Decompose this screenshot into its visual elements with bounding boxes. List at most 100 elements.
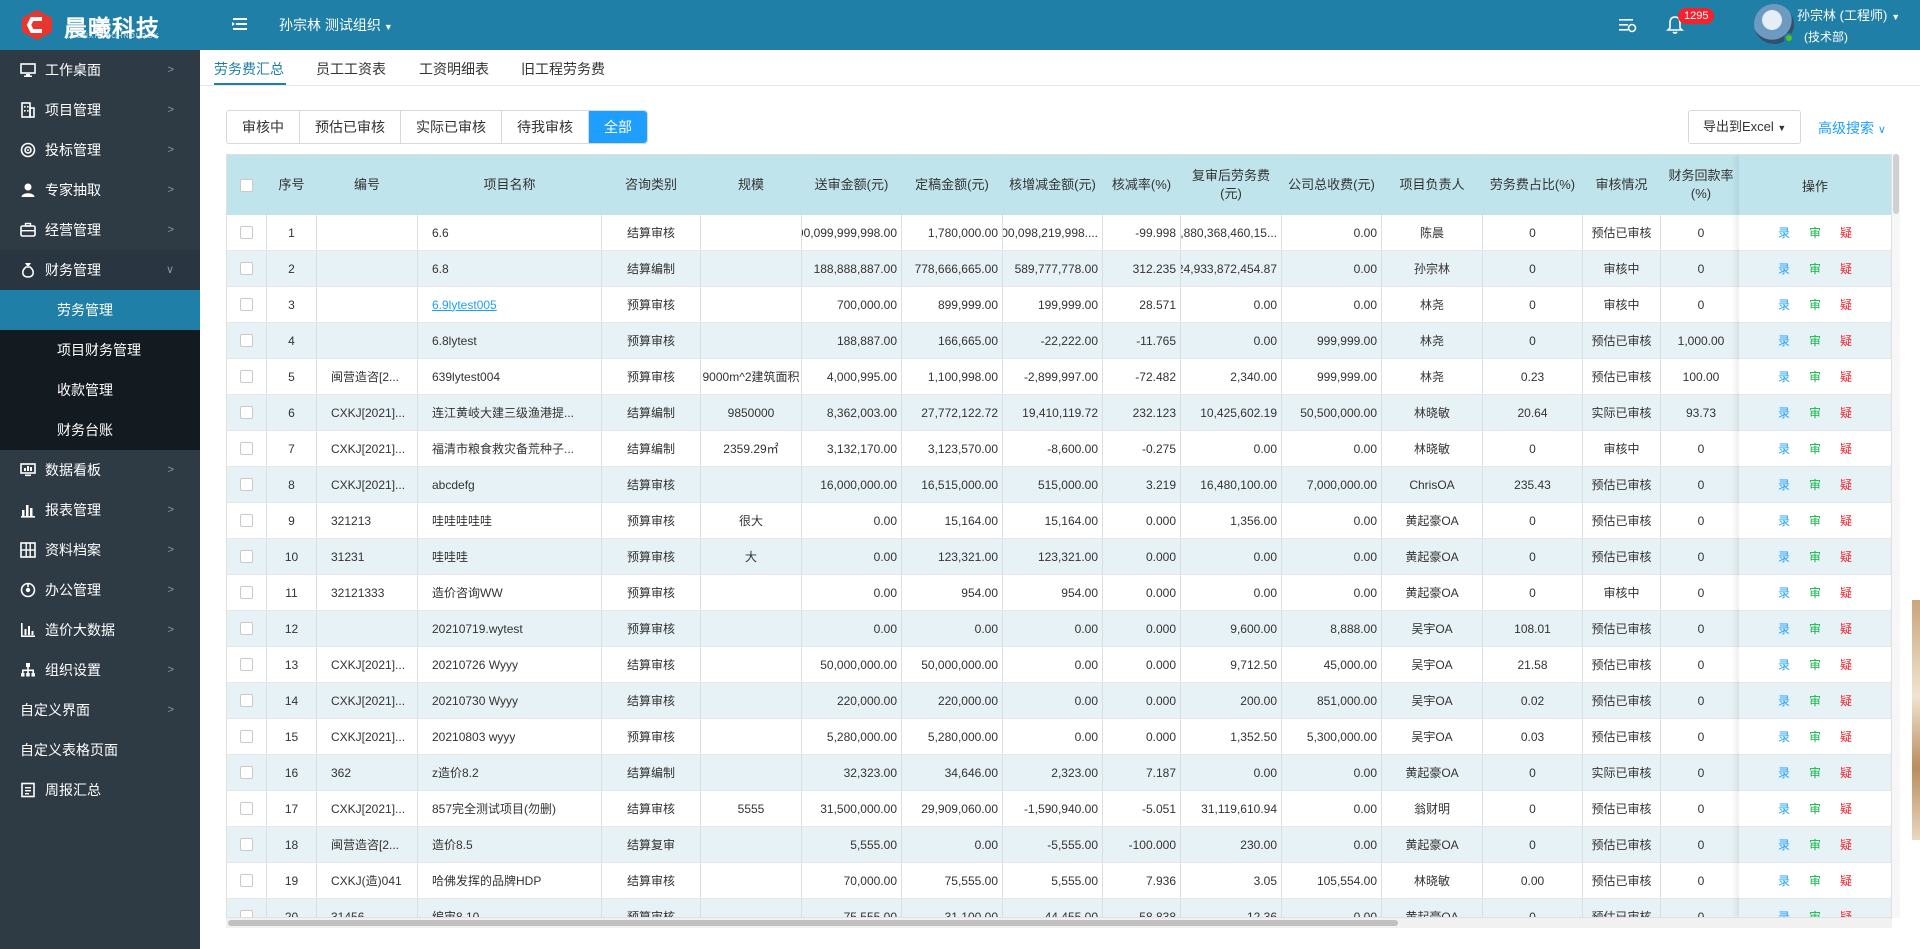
table-row[interactable]: 14 CXKJ[2021]... 20210730 Wyyy 结算审核 220,000.… bbox=[227, 683, 1891, 719]
record-button[interactable]: 录 bbox=[1777, 622, 1790, 636]
sidebar-item-weekly-report[interactable]: 周报汇总 bbox=[0, 770, 200, 810]
table-row[interactable]: 19 CXKJ(造)041 哈佛发挥的品牌HDP 结算审核 70,000.00 75,55… bbox=[227, 863, 1891, 899]
filter-estimated-reviewed[interactable]: 预估已审核 bbox=[300, 111, 401, 143]
row-checkbox[interactable] bbox=[240, 766, 253, 779]
query-button[interactable]: 疑 bbox=[1840, 694, 1853, 708]
export-excel-button[interactable]: 导出到Excel ▼ bbox=[1688, 110, 1802, 144]
sidebar-item-cost-bigdata[interactable]: 造价大数据 > bbox=[0, 610, 200, 650]
record-button[interactable]: 录 bbox=[1777, 262, 1790, 276]
record-button[interactable]: 录 bbox=[1777, 910, 1790, 918]
column-header[interactable]: 项目负责人 bbox=[1382, 155, 1483, 215]
review-button[interactable]: 审 bbox=[1808, 802, 1821, 816]
table-row[interactable]: 13 CXKJ[2021]... 20210726 Wyyy 结算审核 50,000,0… bbox=[227, 647, 1891, 683]
row-checkbox[interactable] bbox=[240, 694, 253, 707]
row-checkbox[interactable] bbox=[240, 406, 253, 419]
record-button[interactable]: 录 bbox=[1777, 370, 1790, 384]
query-button[interactable]: 疑 bbox=[1840, 766, 1853, 780]
record-button[interactable]: 录 bbox=[1777, 838, 1790, 852]
user-menu[interactable]: 孙宗林 (工程师) ▼ bbox=[1797, 5, 1900, 24]
sidebar-item-archives[interactable]: 资料档案 > bbox=[0, 530, 200, 570]
project-link[interactable]: 6.9lytest005 bbox=[432, 297, 497, 312]
record-button[interactable]: 录 bbox=[1777, 694, 1790, 708]
review-button[interactable]: 审 bbox=[1808, 298, 1821, 312]
settings-list-icon[interactable] bbox=[1616, 14, 1638, 36]
sidebar-item-finance[interactable]: 财务管理 ∨ bbox=[0, 250, 200, 290]
query-button[interactable]: 疑 bbox=[1840, 586, 1853, 600]
table-row[interactable]: 20 31456 编审8.10 预算审核 75,555.00 31,100.00 -44,4… bbox=[227, 899, 1891, 917]
sidebar-item-org[interactable]: 组织设置 > bbox=[0, 650, 200, 690]
table-row[interactable]: 10 31231 哇哇哇 预算审核大 0.00 123,321.00 123,321.00 0… bbox=[227, 539, 1891, 575]
record-button[interactable]: 录 bbox=[1777, 658, 1790, 672]
column-header[interactable]: 审核情况 bbox=[1583, 155, 1661, 215]
query-button[interactable]: 疑 bbox=[1840, 442, 1853, 456]
horizontal-scroll-thumb[interactable] bbox=[228, 920, 1398, 926]
table-row[interactable]: 16 362 z造价8.2 结算编制 32,323.00 34,646.00 2,323.0… bbox=[227, 755, 1891, 791]
review-button[interactable]: 审 bbox=[1808, 550, 1821, 564]
table-row[interactable]: 9 321213 哇哇哇哇哇 预算审核 很大 0.00 15,164.00 15,164.00… bbox=[227, 503, 1891, 539]
table-row[interactable]: 7 CXKJ[2021]... 福清市粮食救灾备荒种子... 结算编制 2359.29㎡… bbox=[227, 431, 1891, 467]
tab-old-labor[interactable]: 旧工程劳务费 bbox=[521, 61, 605, 77]
query-button[interactable]: 疑 bbox=[1840, 838, 1853, 852]
query-button[interactable]: 疑 bbox=[1840, 874, 1853, 888]
filter-actual-reviewed[interactable]: 实际已审核 bbox=[401, 111, 502, 143]
record-button[interactable]: 录 bbox=[1777, 766, 1790, 780]
row-checkbox[interactable] bbox=[240, 262, 253, 275]
filter-all[interactable]: 全部 bbox=[589, 111, 647, 143]
tab-labor-summary[interactable]: 劳务费汇总 bbox=[214, 61, 284, 77]
sidebar-item-office[interactable]: 办公管理 > bbox=[0, 570, 200, 610]
sidebar-item-workdesk[interactable]: 工作桌面 > bbox=[0, 50, 200, 90]
sidebar-item-project[interactable]: 项目管理 > bbox=[0, 90, 200, 130]
record-button[interactable]: 录 bbox=[1777, 550, 1790, 564]
tab-salary-detail[interactable]: 工资明细表 bbox=[419, 61, 489, 77]
column-header[interactable]: 复审后劳务费(元) bbox=[1181, 155, 1282, 215]
row-checkbox[interactable] bbox=[240, 730, 253, 743]
submenu-item-ledger[interactable]: 财务台账 bbox=[57, 422, 113, 438]
review-button[interactable]: 审 bbox=[1808, 730, 1821, 744]
query-button[interactable]: 疑 bbox=[1840, 406, 1853, 420]
column-header[interactable]: 劳务费占比(%) bbox=[1483, 155, 1583, 215]
review-button[interactable]: 审 bbox=[1808, 874, 1821, 888]
sidebar-item-business[interactable]: 经营管理 > bbox=[0, 210, 200, 250]
table-row[interactable]: 12 20210719.wytest 预算审核 0.00 0.00 0.00 0.000 9,… bbox=[227, 611, 1891, 647]
review-button[interactable]: 审 bbox=[1808, 478, 1821, 492]
review-button[interactable]: 审 bbox=[1808, 334, 1821, 348]
column-header[interactable]: 公司总收费(元) bbox=[1282, 155, 1382, 215]
sidebar-item-custom-table[interactable]: 自定义表格页面 bbox=[0, 730, 200, 770]
advanced-search-toggle[interactable]: 高级搜索 ∨ bbox=[1818, 118, 1886, 138]
query-button[interactable]: 疑 bbox=[1840, 226, 1853, 240]
query-button[interactable]: 疑 bbox=[1840, 514, 1853, 528]
row-checkbox[interactable] bbox=[240, 586, 253, 599]
record-button[interactable]: 录 bbox=[1777, 334, 1790, 348]
query-button[interactable]: 疑 bbox=[1840, 478, 1853, 492]
query-button[interactable]: 疑 bbox=[1840, 550, 1853, 564]
column-header[interactable]: 财务回款率(%) bbox=[1661, 155, 1742, 215]
row-checkbox[interactable] bbox=[240, 298, 253, 311]
row-checkbox[interactable] bbox=[240, 622, 253, 635]
table-row[interactable]: 2 6.8 结算编制 188,888,887.00 778,666,665.00 589,… bbox=[227, 251, 1891, 287]
review-button[interactable]: 审 bbox=[1808, 586, 1821, 600]
column-header[interactable]: 核增减金额(元) bbox=[1003, 155, 1103, 215]
table-row[interactable]: 5 闽营造咨[2... 639lytest004 预算审核 9000m^2建筑面积 4,0… bbox=[227, 359, 1891, 395]
table-row[interactable]: 17 CXKJ[2021]... 857完全测试项目(勿删) 结算审核 5555 31,5… bbox=[227, 791, 1891, 827]
row-checkbox[interactable] bbox=[240, 910, 253, 917]
query-button[interactable]: 疑 bbox=[1840, 730, 1853, 744]
query-button[interactable]: 疑 bbox=[1840, 298, 1853, 312]
row-checkbox[interactable] bbox=[240, 550, 253, 563]
record-button[interactable]: 录 bbox=[1777, 298, 1790, 312]
record-button[interactable]: 录 bbox=[1777, 586, 1790, 600]
column-header[interactable]: 规模 bbox=[701, 155, 802, 215]
table-cell[interactable]: 6.9lytest005 bbox=[418, 287, 602, 322]
column-header[interactable]: 编号 bbox=[317, 155, 418, 215]
review-button[interactable]: 审 bbox=[1808, 226, 1821, 240]
table-vertical-scrollbar[interactable] bbox=[1892, 154, 1900, 918]
table-row[interactable]: 3 6.9lytest005 预算审核 700,000.00 899,999.00 199… bbox=[227, 287, 1891, 323]
sidebar-item-expert[interactable]: 专家抽取 > bbox=[0, 170, 200, 210]
review-button[interactable]: 审 bbox=[1808, 406, 1821, 420]
row-checkbox[interactable] bbox=[240, 838, 253, 851]
review-button[interactable]: 审 bbox=[1808, 442, 1821, 456]
row-checkbox[interactable] bbox=[240, 442, 253, 455]
column-header[interactable]: 定稿金额(元) bbox=[902, 155, 1003, 215]
vertical-scroll-thumb[interactable] bbox=[1893, 154, 1899, 214]
sidebar-item-dashboard[interactable]: 数据看板 > bbox=[0, 450, 200, 490]
review-button[interactable]: 审 bbox=[1808, 838, 1821, 852]
